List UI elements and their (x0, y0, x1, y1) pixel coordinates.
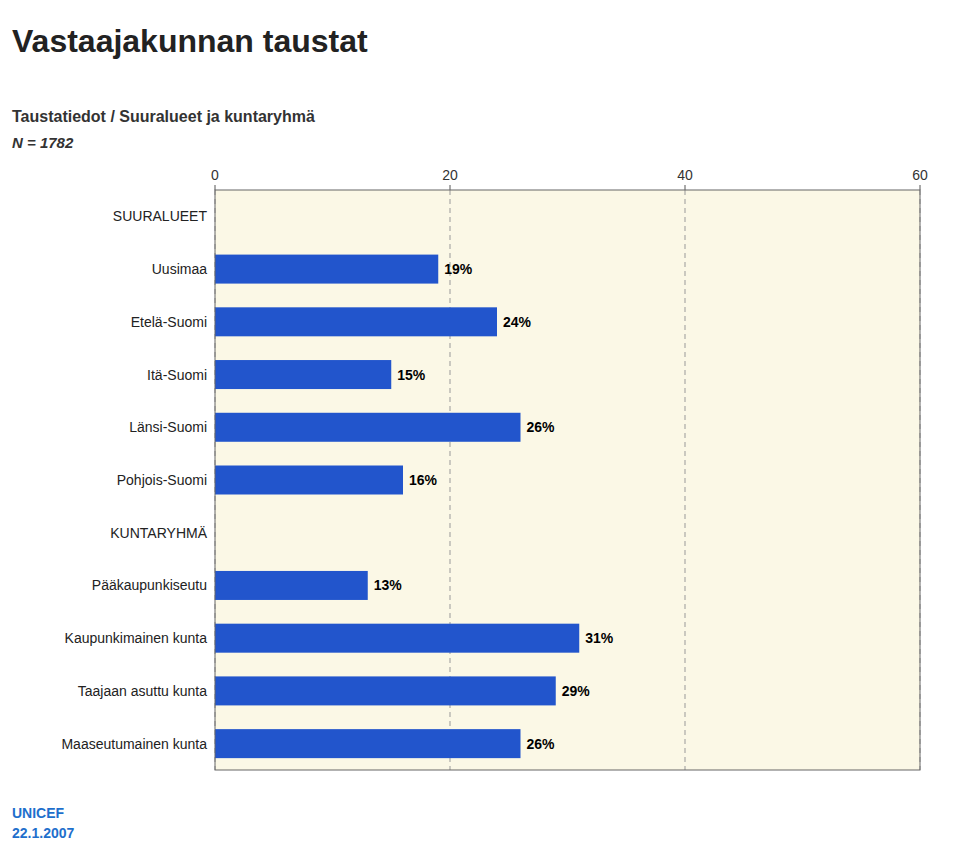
category-label: Pohjois-Suomi (117, 472, 207, 488)
bar (215, 729, 521, 758)
data-label: 26% (527, 736, 556, 752)
bar (215, 255, 438, 284)
tick-label: 60 (912, 167, 928, 183)
category-labels: SUURALUEET Uusimaa Etelä-Suomi Itä-Suomi Län… (61, 208, 207, 751)
tick-mark (685, 185, 686, 190)
category-label: Uusimaa (152, 261, 207, 277)
category-label: Taajaan asuttu kunta (78, 683, 207, 699)
bar (215, 571, 368, 600)
tick-mark (920, 185, 921, 190)
bar (215, 624, 579, 653)
data-label: 13% (374, 577, 403, 593)
data-label: 29% (562, 683, 591, 699)
title: Vastaajakunnan taustat (12, 23, 368, 59)
data-label: 31% (585, 630, 614, 646)
data-label: 26% (527, 419, 556, 435)
category-label: Etelä-Suomi (131, 314, 207, 330)
data-labels: 19% 24% 15% 26% 16% 13% 31% 29% 26% (374, 261, 614, 752)
footer-date: 22.1.2007 (12, 825, 74, 841)
subtitle: Taustatiedot / Suuralueet ja kuntaryhmä (12, 108, 315, 125)
sample-size: N = 1782 (12, 134, 74, 151)
bars (215, 255, 579, 759)
bar (215, 360, 391, 389)
bar (215, 676, 556, 705)
tick-label: 20 (442, 167, 458, 183)
data-label: 24% (503, 314, 532, 330)
category-label: Maaseutumainen kunta (61, 736, 207, 752)
footer: UNICEF (12, 805, 65, 821)
category-label: Itä-Suomi (147, 367, 207, 383)
tick-label: 40 (677, 167, 693, 183)
category-label: Pääkaupunkiseutu (92, 577, 207, 593)
tick-label: 0 (211, 167, 219, 183)
category-label: KUNTARYHMÄ (110, 525, 207, 541)
category-label: SUURALUEET (113, 208, 208, 224)
data-label: 16% (409, 472, 438, 488)
bar (215, 413, 521, 442)
bar (215, 307, 497, 336)
bar (215, 466, 403, 495)
data-label: 15% (397, 367, 426, 383)
tick-mark (215, 185, 216, 190)
grid-line (685, 190, 686, 770)
data-label: 19% (444, 261, 473, 277)
category-label: Kaupunkimainen kunta (65, 630, 208, 646)
plot-frame (215, 190, 920, 770)
category-label: Länsi-Suomi (129, 419, 207, 435)
tick-mark (450, 185, 451, 190)
chart: Vastaajakunnan taustat Taustatiedot / Suu… (0, 0, 960, 855)
plot-background (215, 190, 920, 770)
